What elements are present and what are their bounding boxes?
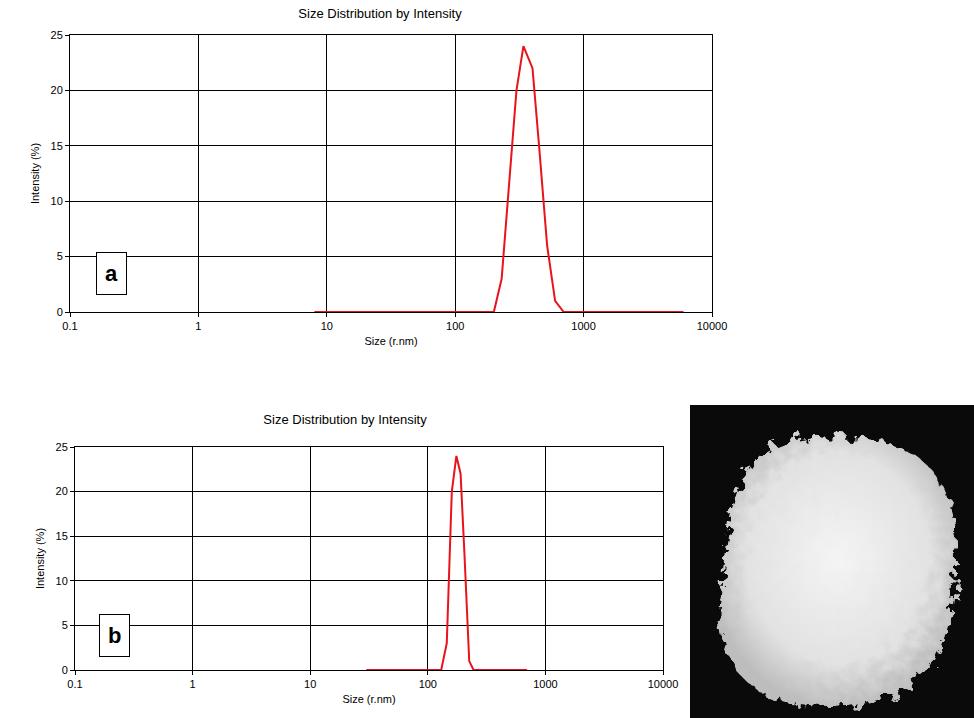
svg-text:15: 15 bbox=[56, 530, 68, 542]
svg-text:100: 100 bbox=[419, 678, 437, 690]
svg-text:a: a bbox=[105, 261, 118, 286]
svg-text:100: 100 bbox=[446, 320, 464, 332]
svg-text:0.1: 0.1 bbox=[62, 320, 77, 332]
svg-text:Size (r.nm): Size (r.nm) bbox=[364, 335, 417, 347]
svg-text:1: 1 bbox=[190, 678, 196, 690]
svg-text:0.1: 0.1 bbox=[67, 678, 82, 690]
svg-text:Intensity (%): Intensity (%) bbox=[34, 528, 46, 589]
svg-text:10: 10 bbox=[51, 195, 63, 207]
svg-text:Size (r.nm): Size (r.nm) bbox=[342, 693, 395, 705]
svg-text:0: 0 bbox=[57, 306, 63, 318]
svg-text:b: b bbox=[108, 623, 121, 648]
svg-text:1000: 1000 bbox=[571, 320, 595, 332]
svg-text:20: 20 bbox=[51, 84, 63, 96]
svg-text:10: 10 bbox=[304, 678, 316, 690]
svg-text:10000: 10000 bbox=[697, 320, 728, 332]
svg-text:0: 0 bbox=[62, 664, 68, 676]
svg-text:25: 25 bbox=[56, 441, 68, 453]
svg-text:Intensity (%): Intensity (%) bbox=[29, 143, 41, 204]
svg-text:5: 5 bbox=[62, 619, 68, 631]
svg-text:1: 1 bbox=[195, 320, 201, 332]
svg-text:Size Distribution by Intensity: Size Distribution by Intensity bbox=[263, 412, 427, 427]
svg-text:20: 20 bbox=[56, 485, 68, 497]
svg-text:10000: 10000 bbox=[648, 678, 679, 690]
svg-text:Size Distribution by Intensity: Size Distribution by Intensity bbox=[298, 6, 462, 21]
svg-text:25: 25 bbox=[51, 29, 63, 41]
svg-text:15: 15 bbox=[51, 140, 63, 152]
svg-text:10: 10 bbox=[56, 575, 68, 587]
svg-text:1000: 1000 bbox=[533, 678, 557, 690]
svg-text:5: 5 bbox=[57, 250, 63, 262]
svg-text:10: 10 bbox=[321, 320, 333, 332]
